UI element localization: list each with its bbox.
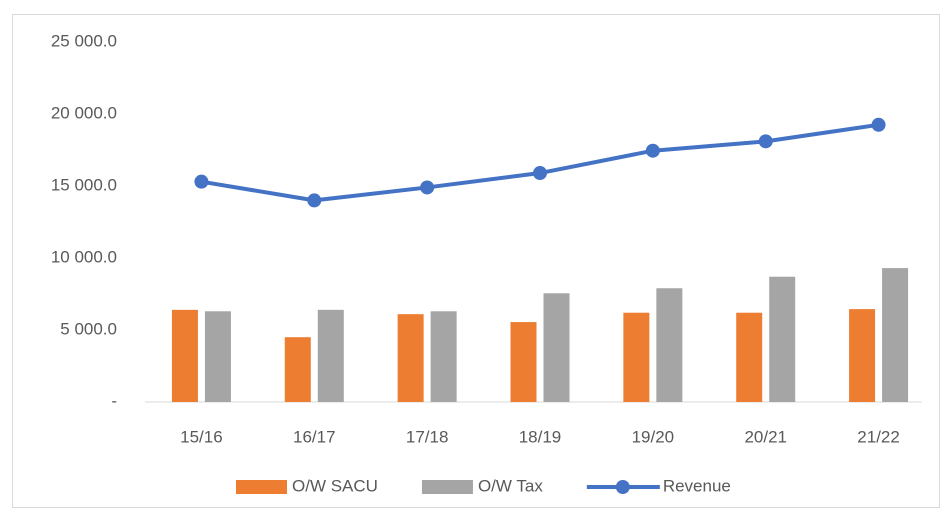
bar — [171, 309, 198, 402]
line-marker — [758, 134, 773, 149]
y-tick-label: 15 000.0 — [51, 175, 117, 194]
line-marker — [871, 117, 886, 132]
bar — [430, 311, 457, 402]
y-tick-label: 20 000.0 — [51, 103, 117, 122]
bar — [849, 309, 876, 402]
line-marker — [194, 174, 209, 189]
bar — [317, 309, 344, 402]
x-tick-label: 15/16 — [180, 427, 223, 446]
y-tick-label: 25 000.0 — [51, 31, 117, 50]
bar — [882, 268, 909, 402]
x-tick-label: 19/20 — [632, 427, 675, 446]
legend-swatch — [421, 480, 473, 494]
bar — [284, 337, 311, 402]
legend-label: O/W SACU — [292, 476, 378, 495]
line-marker — [420, 180, 435, 195]
line-marker — [307, 193, 322, 208]
line-marker — [645, 143, 660, 158]
bar — [623, 312, 650, 402]
legend-label: O/W Tax — [478, 476, 543, 495]
bar — [510, 322, 537, 402]
bar — [543, 293, 570, 402]
bar — [397, 314, 424, 402]
legend-label: Revenue — [663, 476, 731, 495]
legend-swatch — [236, 480, 287, 494]
x-tick-label: 21/22 — [857, 427, 900, 446]
bar — [736, 312, 763, 402]
bar — [656, 288, 683, 402]
bar — [769, 276, 796, 402]
y-tick-label: 10 000.0 — [51, 247, 117, 266]
x-tick-label: 18/19 — [519, 427, 562, 446]
line-marker — [533, 166, 547, 181]
chart-border — [12, 14, 940, 508]
bar — [204, 311, 231, 402]
x-tick-label: 16/17 — [293, 427, 336, 446]
y-tick-label: 5 000.0 — [60, 319, 117, 338]
legend-swatch-marker — [615, 480, 630, 494]
x-tick-label: 20/21 — [744, 427, 787, 446]
y-tick-label: - — [111, 391, 117, 410]
x-tick-label: 17/18 — [406, 427, 449, 446]
